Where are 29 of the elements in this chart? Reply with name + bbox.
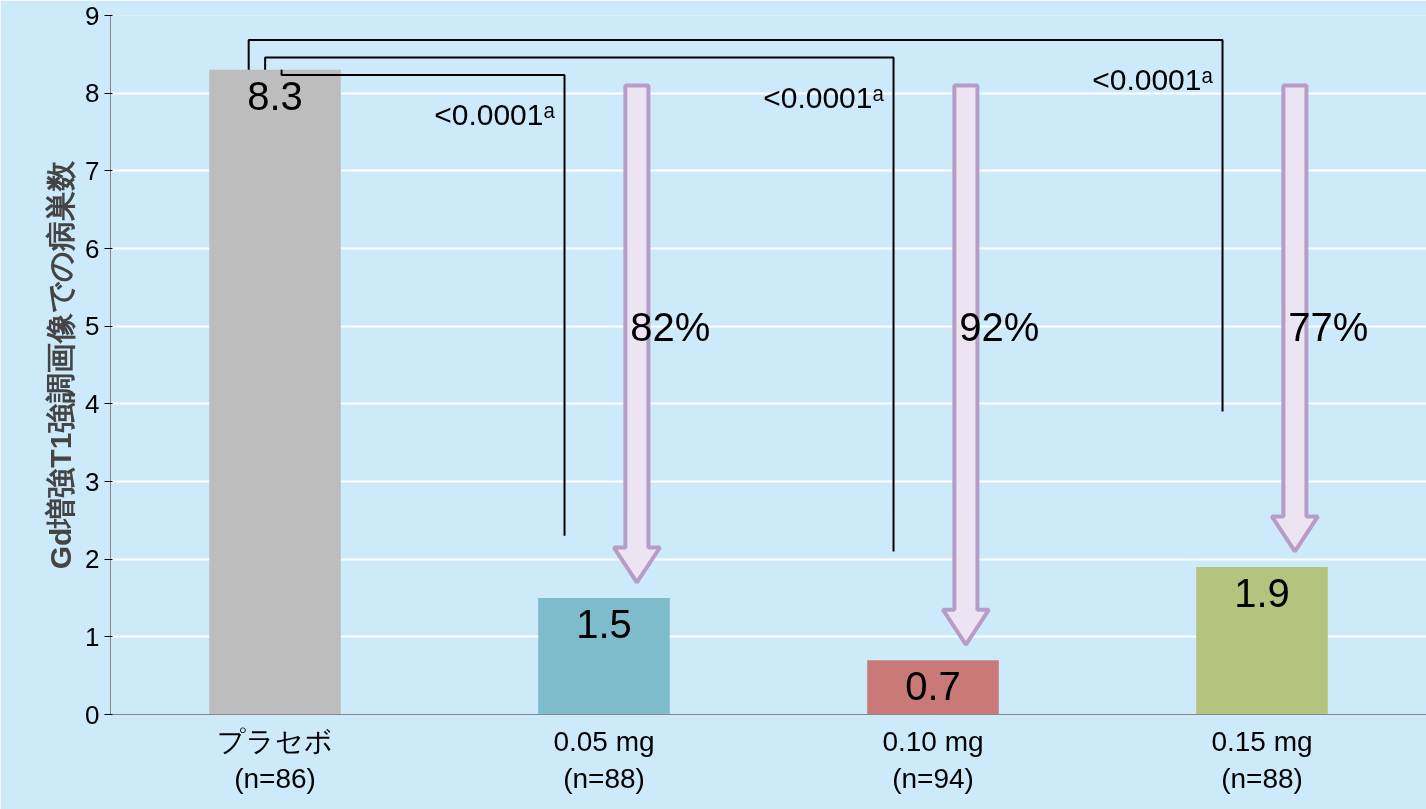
annotation: 77% [1288,305,1369,350]
y-tick-label: 7 [85,155,100,186]
data-label: 0.7 [905,663,961,708]
bar [538,598,670,715]
annotation: 82% [630,305,711,350]
x-tick-label: 0.10 mg (n=94) [882,725,984,794]
y-tick-label: 9 [85,0,100,31]
annotation: <0.0001ᵃ [434,98,556,132]
annotation: <0.0001ᵃ [1092,63,1214,97]
y-tick-label: 5 [85,311,100,342]
data-label: 8.3 [247,73,303,118]
y-tick-label: 0 [85,699,100,730]
y-tick-label: 6 [85,233,100,264]
annotation: 92% [959,305,1040,350]
y-tick-label: 4 [85,388,100,419]
bar [209,69,341,715]
data-label: 1.9 [1234,570,1290,615]
y-axis-title: Gd増強T1強調画像での病巣数 [44,159,78,570]
y-tick-label: 2 [85,544,100,575]
x-tick-label: 0.15 mg (n=88) [1211,725,1313,794]
x-tick-label: 0.05 mg (n=88) [553,725,655,794]
annotation: <0.0001ᵃ [763,80,885,114]
y-tick-label: 1 [85,621,100,652]
y-tick-label: 3 [85,466,100,497]
bar [1196,566,1328,715]
bar [867,660,999,715]
y-tick-label: 8 [85,78,100,109]
data-label: 1.5 [576,601,632,646]
x-tick-label: プラセボ (n=86) [217,725,333,794]
